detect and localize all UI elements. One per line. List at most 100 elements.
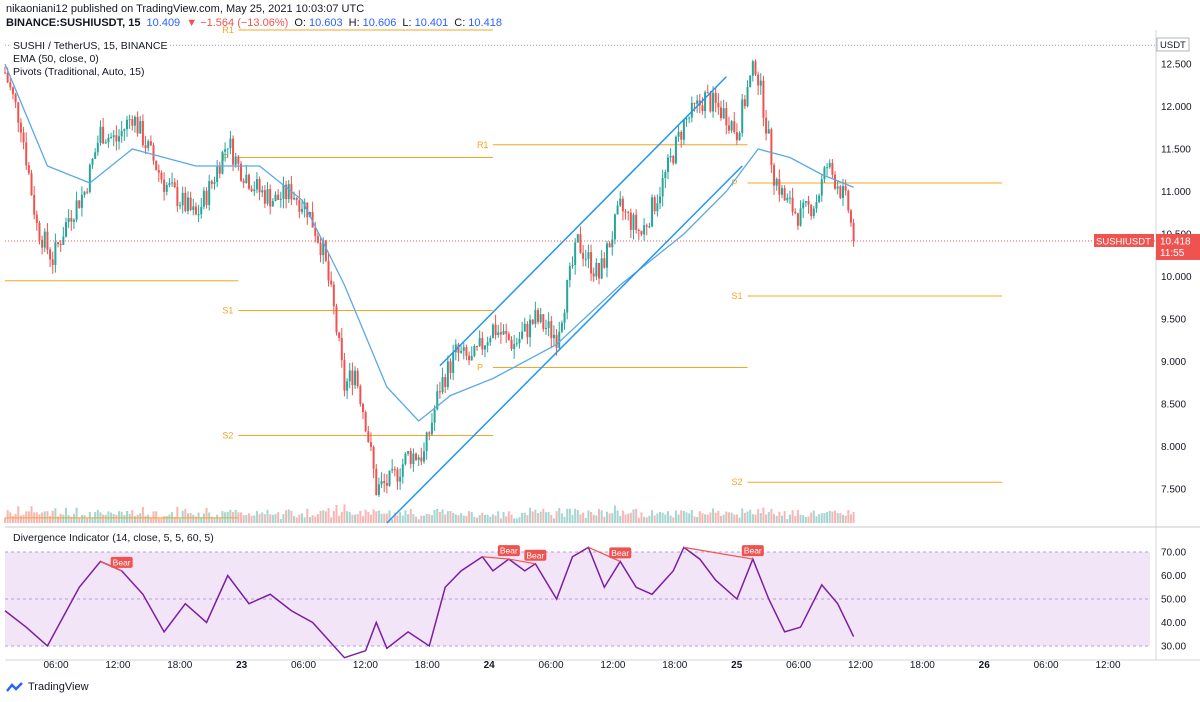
volume-bar-228 [608,513,611,523]
candle-body-19 [54,242,57,265]
volume-bar-270 [720,515,723,523]
time-tick-7: 24 [484,660,496,671]
candle-body-10 [30,173,33,196]
candle-body-25 [70,218,73,222]
candle-body-253 [674,136,677,164]
candle-body-59 [160,172,163,180]
candle-body-221 [590,252,593,274]
candle-body-72 [194,206,197,215]
candle-body-127 [340,338,343,361]
candle-body-111 [298,200,301,212]
time-tick-9: 12:00 [600,660,625,671]
price-tick-8: 8.500 [1161,400,1186,411]
legend-ema[interactable]: EMA (50, close, 0) [11,53,101,65]
candle-body-101 [271,201,274,207]
candle-body-300 [799,208,802,226]
volume-bar-27 [75,507,78,523]
candle-body-166 [444,377,447,387]
bear-label-3: Bear [611,548,629,558]
volume-bar-48 [131,510,134,523]
volume-bar-227 [605,511,608,523]
volume-bar-130 [348,512,351,523]
candle-body-47 [128,119,131,121]
candle-body-69 [186,197,189,211]
time-tick-4: 06:00 [291,660,316,671]
volume-bar-119 [319,510,322,523]
price-tick-9: 8.000 [1161,442,1186,453]
candle-body-204 [544,328,547,330]
candle-body-171 [457,344,460,353]
volume-bar-107 [287,509,290,523]
volume-bar-94 [253,515,256,523]
volume-bar-313 [834,510,837,523]
candle-body-28 [78,200,81,208]
volume-bar-182 [486,514,489,523]
candle-body-5 [17,102,20,123]
candle-body-106 [285,184,288,200]
legend-divergence[interactable]: Divergence Indicator (14, close, 5, 5, 6… [11,532,216,544]
volume-bar-97 [261,512,264,523]
candle-body-11 [33,195,36,215]
volume-bar-19 [54,508,57,523]
candle-body-156 [417,457,420,460]
volume-bar-96 [258,514,261,523]
candle-body-229 [611,239,614,248]
volume-bar-317 [844,515,847,523]
candle-body-307 [818,195,821,202]
volume-bar-58 [157,518,160,523]
volume-bar-251 [669,515,672,523]
candle-body-242 [645,225,648,227]
volume-bar-104 [279,519,282,523]
volume-bar-285 [759,513,762,523]
candle-body-147 [393,469,396,471]
candle-body-202 [539,314,542,323]
channel-lines[interactable] [386,76,743,524]
footer-brand[interactable]: TradingView [6,681,89,693]
volume-bar-21 [59,513,62,523]
volume-bar-121 [324,511,327,523]
candle-body-43 [118,136,121,142]
candles[interactable] [4,59,855,497]
volume-bar-220 [587,510,590,523]
volume-bar-309 [823,512,826,523]
candle-body-228 [608,243,611,248]
volume-bar-266 [709,512,712,523]
candle-body-298 [794,211,797,214]
bear-divergence-line-4 [683,546,753,560]
candle-body-318 [847,190,850,211]
candle-body-130 [348,370,351,382]
candle-body-118 [316,236,319,243]
volume-bar-179 [478,515,481,523]
volume-bar-202 [539,511,542,523]
candle-body-38 [104,142,107,144]
volume-bar-37 [102,514,105,523]
axes: USDT12.50012.00011.50011.00010.50010.000… [5,37,1200,671]
time-tick-14: 18:00 [910,660,935,671]
candle-body-145 [388,470,391,486]
channel-lower-line [386,165,743,524]
oscillator-line [4,546,855,659]
volume-bar-38 [104,514,107,523]
candle-body-20 [57,242,60,245]
candle-body-103 [277,194,280,200]
candle-body-264 [704,92,707,112]
volume-bar-74 [200,517,203,523]
candle-body-85 [229,138,232,149]
candle-body-157 [420,457,423,462]
price-tick-3: 11.000 [1161,187,1191,198]
volume-bar-291 [775,515,778,523]
candle-body-110 [295,198,298,201]
candle-body-181 [483,345,486,350]
candle-body-201 [537,310,540,323]
candle-body-92 [247,174,250,189]
candle-body-206 [550,321,553,339]
candle-body-219 [584,258,587,260]
legend-title[interactable]: SUSHI / TetherUS, 15, BINANCE [11,40,170,52]
volume-bar-229 [611,513,614,523]
legend-pivots[interactable]: Pivots (Traditional, Auto, 15) [11,66,147,78]
volume-bar-93 [250,515,253,523]
volume-bar-237 [632,509,635,523]
volume-bar-46 [125,511,128,523]
pivot-s2-label-2: S2 [732,477,743,487]
